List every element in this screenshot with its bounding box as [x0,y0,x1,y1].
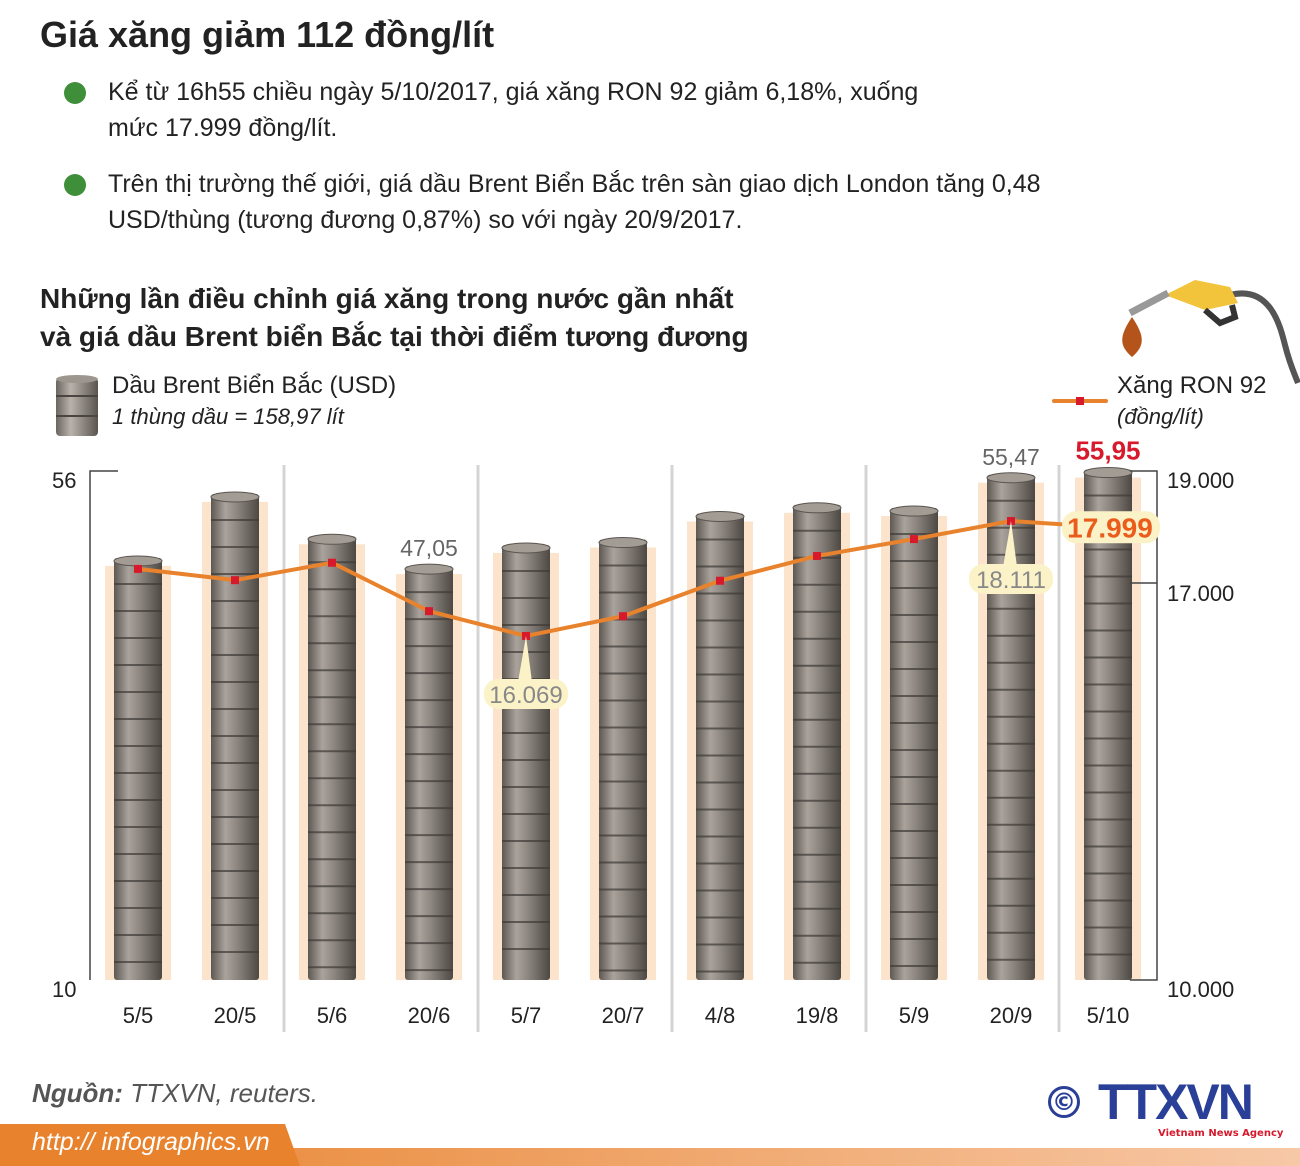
barrel-top [113,555,163,567]
x-tick-label: 5/5 [122,1003,154,1028]
x-tick-label: 5/6 [316,1003,348,1028]
barrel-body [308,536,356,980]
bar-label-20/6: 47,05 [400,535,458,561]
line-legend-icon [1052,397,1108,405]
chart-subtitle: Những lần điều chỉnh giá xăng trong nước… [40,280,749,356]
ttxvn-logo-sub: Vietnam News Agency [1158,1128,1284,1139]
right-axis [1130,470,1158,981]
bar-label-5/10: 55,95 [1075,436,1140,466]
barrel-bar-5/10 [1075,467,1141,980]
source-label: Nguồn: [32,1078,123,1108]
barrel-bar-5/7 [493,542,559,980]
x-tick-label: 20/9 [989,1003,1033,1028]
legend-ron92-label: Xăng RON 92 [1117,372,1267,399]
barrel-body [890,508,938,980]
subtitle-line-1: Những lần điều chỉnh giá xăng trong nước… [40,283,734,314]
left-tick-10: 10 [52,977,77,1002]
barrel-bar-20/6 [396,563,462,980]
barrel-body [405,566,453,980]
left-axis [89,470,118,980]
x-tick-label: 19/8 [795,1003,839,1028]
bullet-text: Trên thị trường thế giới, giá dầu Brent … [108,170,1041,234]
callout-bg [484,678,568,709]
x-tick-label: 5/10 [1086,1003,1130,1028]
callout-pointer [1003,521,1017,567]
copyright-icon: © [1048,1086,1080,1118]
footer-tab [0,1124,300,1166]
barrel-top [695,510,745,522]
callout-bg [969,564,1053,594]
left-tick-56: 56 [52,468,77,493]
barrel-bar-20/7 [590,537,656,980]
barrel-top [501,542,551,554]
line-label-5/7: 16.069 [489,682,562,709]
x-tick-label: 4/8 [704,1003,736,1028]
ron92-point-5/9 [910,535,918,544]
bullet-dot-icon [64,82,86,104]
right-tick-17000: 17.000 [1167,581,1235,606]
subtitle-line-2: và giá dầu Brent biển Bắc tại thời điểm … [40,321,749,352]
ttxvn-logo: TTXVN [1098,1074,1254,1130]
right-tick-10000: 10.000 [1167,977,1235,1002]
legend-ron92-unit: (đồng/lít) [1117,404,1204,429]
page-title: Giá xăng giảm 112 đồng/lít [40,14,495,55]
barrel-top [210,491,260,503]
bullet-dot-icon [64,174,86,196]
line-label-20/9: 18.111 [976,567,1046,594]
barrel-body [599,539,647,980]
barrel-bar-4/8 [687,510,753,980]
ron92-point-20/6 [425,607,433,616]
barrel-body [1084,469,1132,980]
x-tick-label: 20/6 [407,1003,451,1028]
source: Nguồn: TTXVN, reuters. [32,1078,318,1109]
footer-bar [0,1148,1300,1166]
barrel-bar-5/6 [299,533,365,980]
barrel-legend-icon [56,375,98,436]
barrel-top [1083,467,1133,479]
barrel-top [598,537,648,549]
legend-brent-note: 1 thùng dầu = 158,97 lít [112,404,344,429]
bullet-2: Trên thị trường thế giới, giá dầu Brent … [64,166,1048,238]
bar-label-20/9: 55,47 [982,444,1040,470]
ron92-point-4/8 [716,576,724,585]
barrel-top [307,533,357,545]
source-text: TTXVN, reuters. [122,1078,319,1108]
x-tick-label: 5/7 [510,1003,542,1028]
barrel-body [211,493,259,980]
legend-brent-label: Dầu Brent Biển Bắc (USD) [112,372,397,399]
ron92-point-20/7 [619,612,627,621]
line-label-5/10: 17.999 [1067,512,1153,543]
barrel-body [793,504,841,980]
website-link[interactable]: http:// infographics.vn [32,1128,270,1156]
barrel-body [114,557,162,980]
x-tick-label: 20/5 [213,1003,257,1028]
chart-plot: 47,05 55,47 55,95 16.069 18.111 17.999 [89,436,1160,1032]
right-tick-19000: 19.000 [1167,468,1235,493]
ron92-point-5/5 [134,564,142,573]
bullet-1: Kể từ 16h55 chiều ngày 5/10/2017, giá xă… [64,74,968,146]
callout-pointer [518,635,532,682]
barrel-bar-19/8 [784,502,850,980]
ron92-point-20/5 [231,576,239,585]
barrel-top [792,502,842,514]
barrel-body [987,474,1035,980]
fuel-nozzle-icon [1122,280,1300,385]
barrel-top [986,472,1036,484]
bullet-text: Kể từ 16h55 chiều ngày 5/10/2017, giá xă… [108,78,919,142]
barrel-bar-5/5 [105,555,171,980]
barrel-top [404,563,454,575]
x-tick-label: 5/9 [898,1003,930,1028]
barrel-body [502,544,550,980]
callout-bg [1062,511,1160,544]
barrel-bar-20/5 [202,491,268,980]
x-tick-label: 20/7 [601,1003,645,1028]
ron92-point-19/8 [813,551,821,560]
barrel-bar-5/9 [881,505,947,980]
ron92-point-5/6 [328,558,336,567]
barrel-top [889,505,939,517]
